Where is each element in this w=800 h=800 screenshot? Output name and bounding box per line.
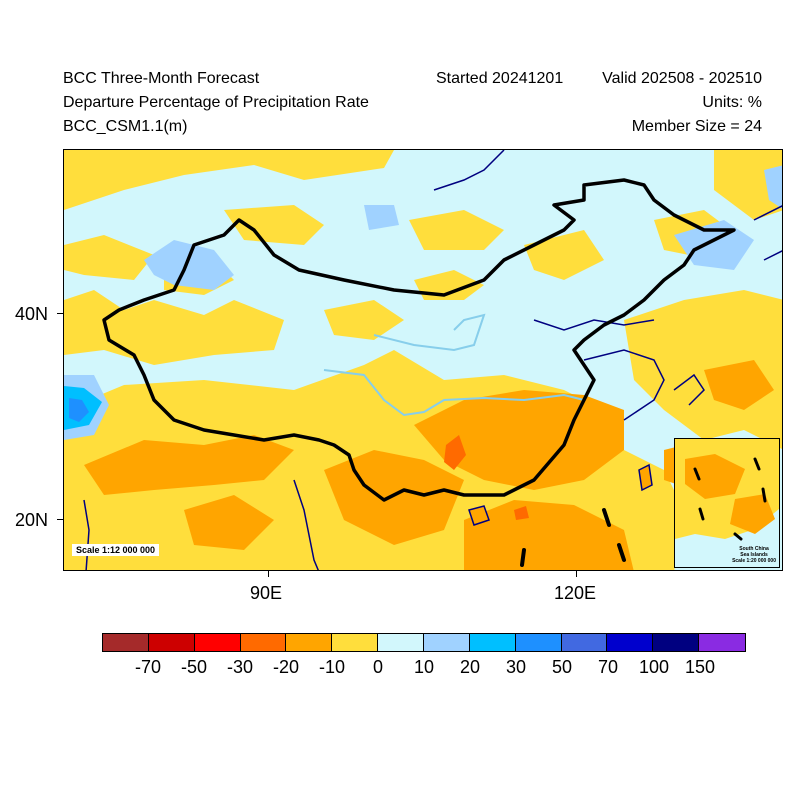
colorbar-swatch [240,634,287,651]
colorbar-label: -30 [226,657,254,677]
minus20-field [84,360,774,570]
y-axis-label-40n: 40N [15,304,49,324]
rivers [323,313,585,417]
inset-map[interactable]: South China Sea Islands Scale 1:20 000 0… [674,438,780,568]
inset-label: South China Sea Islands Scale 1:20 000 0… [732,546,776,564]
colorbar-swatch [699,634,746,651]
coastlines [83,150,782,570]
plus30-field [69,398,89,422]
colorbar-label: -20 [272,657,300,677]
chart-title: BCC Three-Month Forecast [63,70,260,87]
y-tick-40n [57,313,63,314]
minus30-field [444,435,529,520]
colorbar-swatch [424,634,470,651]
colorbar-swatch [194,634,241,651]
colorbar [102,633,746,652]
y-axis-label-20n: 20N [15,510,49,530]
colorbar-swatch [607,634,654,651]
x-tick-120e [576,571,577,577]
colorbar-swatch [103,634,149,651]
colorbar-swatch [561,634,608,651]
inset-canvas [675,439,779,567]
x-axis-label-120e: 120E [554,583,597,603]
colorbar-label: -50 [180,657,208,677]
colorbar-label: 20 [459,657,481,677]
colorbar-label: -70 [134,657,162,677]
model-name: BCC_CSM1.1(m) [63,118,188,135]
colorbar-label: 100 [638,657,670,677]
colorbar-swatch [332,634,379,651]
maritime-dashes [520,508,626,567]
forecast-map[interactable]: Scale 1:12 000 000 South China Sea Islan… [63,149,783,571]
colorbar-swatch [653,634,700,651]
chart-subtitle: Departure Percentage of Precipitation Ra… [63,94,369,111]
member-size: Member Size = 24 [631,118,762,135]
valid-period: Valid 202508 - 202510 [602,70,762,87]
colorbar-label: 0 [372,657,384,677]
x-axis-label-90e: 90E [250,583,283,603]
x-tick-90e [268,571,269,577]
colorbar-swatch [378,634,425,651]
colorbar-swatch [286,634,333,651]
country-border [102,178,736,502]
start-date: Started 20241201 [436,70,564,87]
map-canvas [64,150,782,570]
colorbar-swatch [148,634,195,651]
colorbar-swatch [469,634,516,651]
colorbar-label: 30 [505,657,527,677]
colorbar-label: 150 [684,657,716,677]
y-tick-20n [57,519,63,520]
islands [468,463,653,526]
colorbar-swatch [515,634,562,651]
colorbar-label: -10 [318,657,346,677]
colorbar-label: 50 [551,657,573,677]
units-label: Units: % [702,94,762,111]
map-scale-note: Scale 1:12 000 000 [72,544,160,556]
colorbar-label: 70 [597,657,619,677]
colorbar-label: 10 [413,657,435,677]
